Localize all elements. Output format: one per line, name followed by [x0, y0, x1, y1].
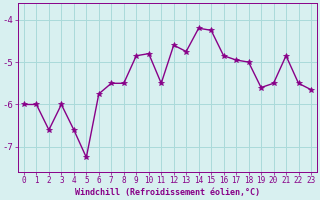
X-axis label: Windchill (Refroidissement éolien,°C): Windchill (Refroidissement éolien,°C)	[75, 188, 260, 197]
